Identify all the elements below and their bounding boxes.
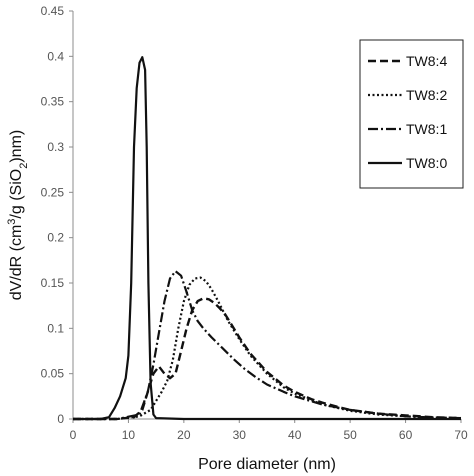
x-tick-label: 70 bbox=[454, 428, 468, 442]
x-tick-label: 50 bbox=[343, 428, 357, 442]
y-tick-label: 0.3 bbox=[47, 140, 64, 154]
y-axis-title-part: dV/dR (cm bbox=[8, 225, 25, 301]
y-tick-label: 0.1 bbox=[47, 321, 64, 335]
y-axis-title-part: /g (SiO bbox=[8, 169, 25, 219]
y-tick-label: 0.4 bbox=[47, 49, 64, 63]
legend-label: TW8:2 bbox=[406, 87, 447, 103]
legend-label: TW8:4 bbox=[406, 53, 447, 69]
x-tick-label: 20 bbox=[177, 428, 191, 442]
y-axis-title: dV/dR (cm3/g (SiO2)nm) bbox=[6, 130, 30, 301]
x-tick-label: 0 bbox=[70, 428, 77, 442]
x-tick-label: 10 bbox=[122, 428, 136, 442]
x-axis-title: Pore diameter (nm) bbox=[198, 456, 336, 473]
y-axis-title-part: )nm) bbox=[8, 130, 25, 163]
legend-label: TW8:0 bbox=[406, 155, 447, 171]
series-layer bbox=[73, 56, 462, 421]
legend: TW8:4 TW8:2 TW8:1 TW8:0 bbox=[359, 39, 464, 189]
series-line-tw8-0 bbox=[73, 56, 461, 421]
y-tick-label: 0 bbox=[57, 412, 64, 426]
y-axis-title-subsup: 2 bbox=[18, 163, 30, 169]
y-tick-label: 0.05 bbox=[41, 367, 65, 381]
y-tick-label: 0.25 bbox=[41, 185, 65, 199]
y-tick-label: 0.15 bbox=[41, 276, 65, 290]
y-tick-label: 0.2 bbox=[47, 231, 64, 245]
legend-label: TW8:1 bbox=[406, 121, 447, 137]
x-tick-label: 60 bbox=[399, 428, 413, 442]
x-tick-label: 40 bbox=[288, 428, 302, 442]
series-line-tw8-4 bbox=[73, 297, 462, 421]
x-axis: 0 10 20 30 40 50 60 70 bbox=[70, 418, 468, 442]
y-tick-label: 0.35 bbox=[41, 95, 65, 109]
series-line-tw8-1 bbox=[73, 270, 462, 421]
x-tick-label: 30 bbox=[233, 428, 247, 442]
y-axis-title-subsup: 3 bbox=[6, 219, 18, 225]
y-axis: 0 0.05 0.1 0.15 0.2 0.25 0.3 0.35 0.4 0.45 bbox=[41, 4, 74, 426]
y-tick-label: 0.45 bbox=[41, 4, 65, 18]
